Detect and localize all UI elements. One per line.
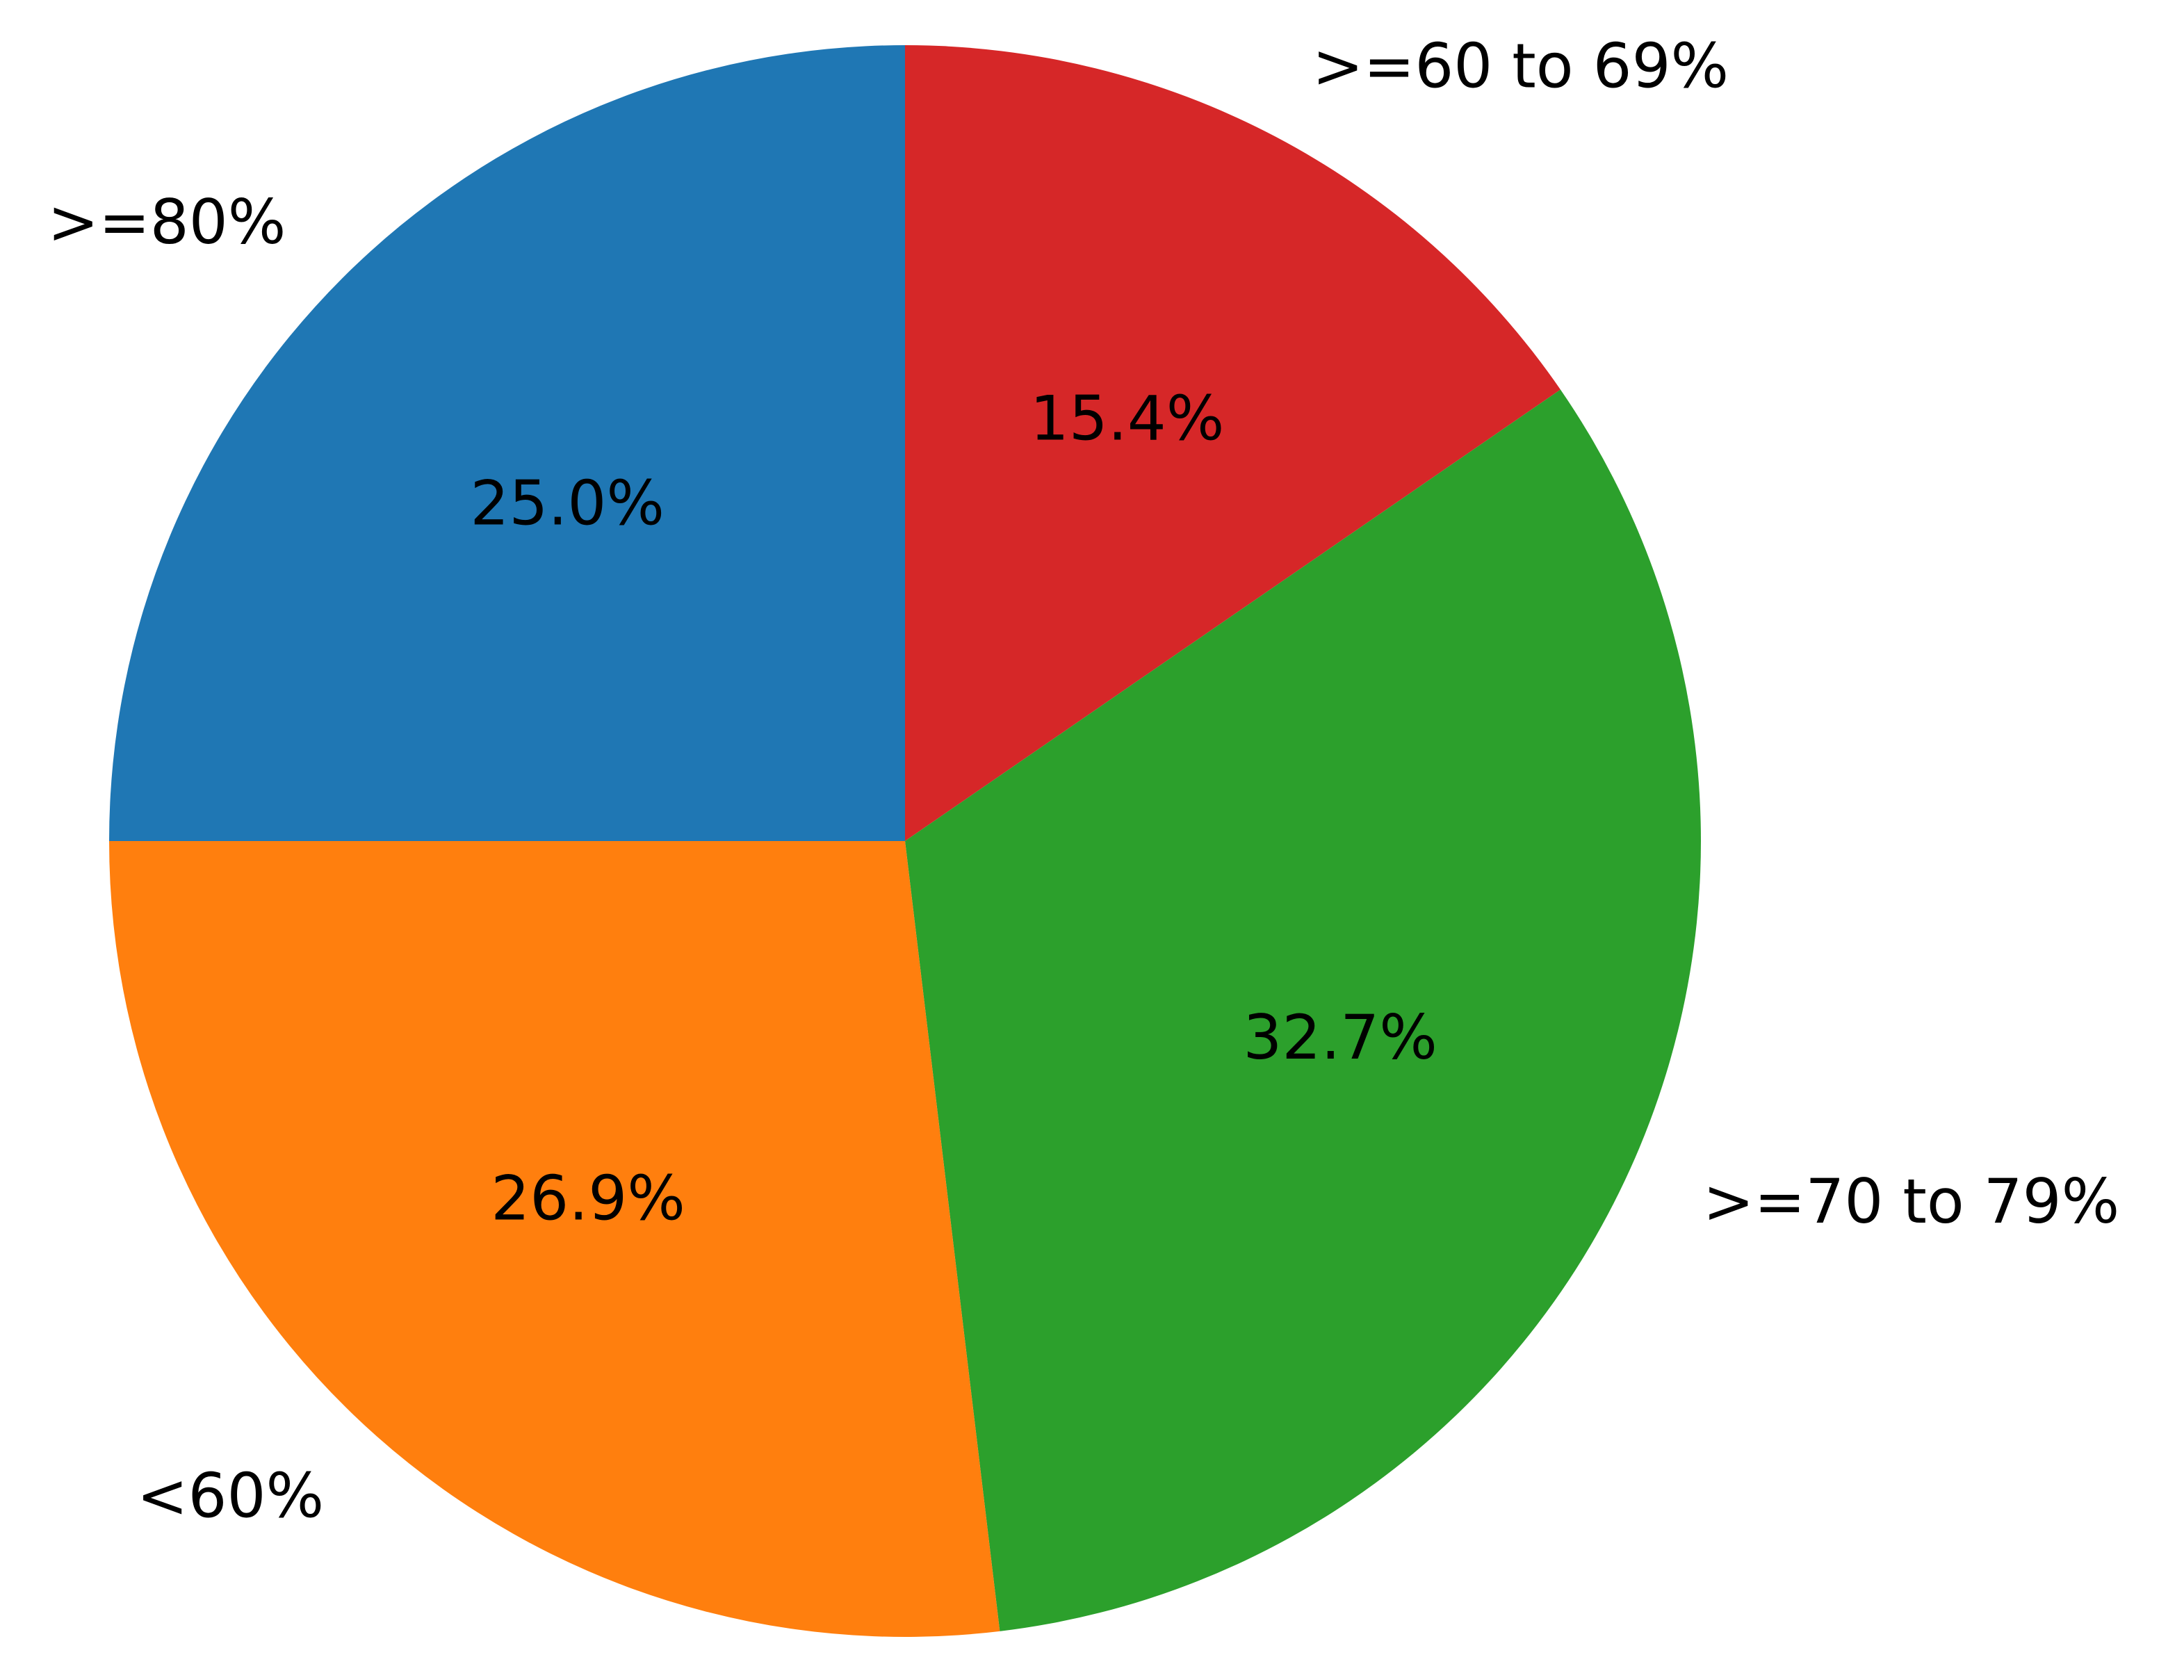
pie-labels: 15.4% >=60 to 69% 32.7% >=70 to 79% 26.9% <60…	[47, 31, 2119, 1532]
slice-percent-label: 25.0%	[470, 468, 665, 539]
slice-category-label: >=70 to 79%	[1703, 1166, 2119, 1237]
slice-percent-label: 32.7%	[1243, 1002, 1437, 1073]
slice-category-label: >=80%	[47, 186, 286, 258]
pie-slice	[905, 389, 1701, 1631]
pie-slices	[109, 45, 1701, 1637]
slice-percent-label: 26.9%	[491, 1162, 685, 1234]
pie-slice	[109, 45, 905, 841]
slice-category-label: >=60 to 69%	[1312, 31, 1729, 102]
slice-percent-label: 15.4%	[1030, 382, 1225, 454]
pie-slice	[905, 45, 1560, 841]
slice-category-label: <60%	[137, 1460, 324, 1532]
pie-slice	[109, 841, 1000, 1637]
